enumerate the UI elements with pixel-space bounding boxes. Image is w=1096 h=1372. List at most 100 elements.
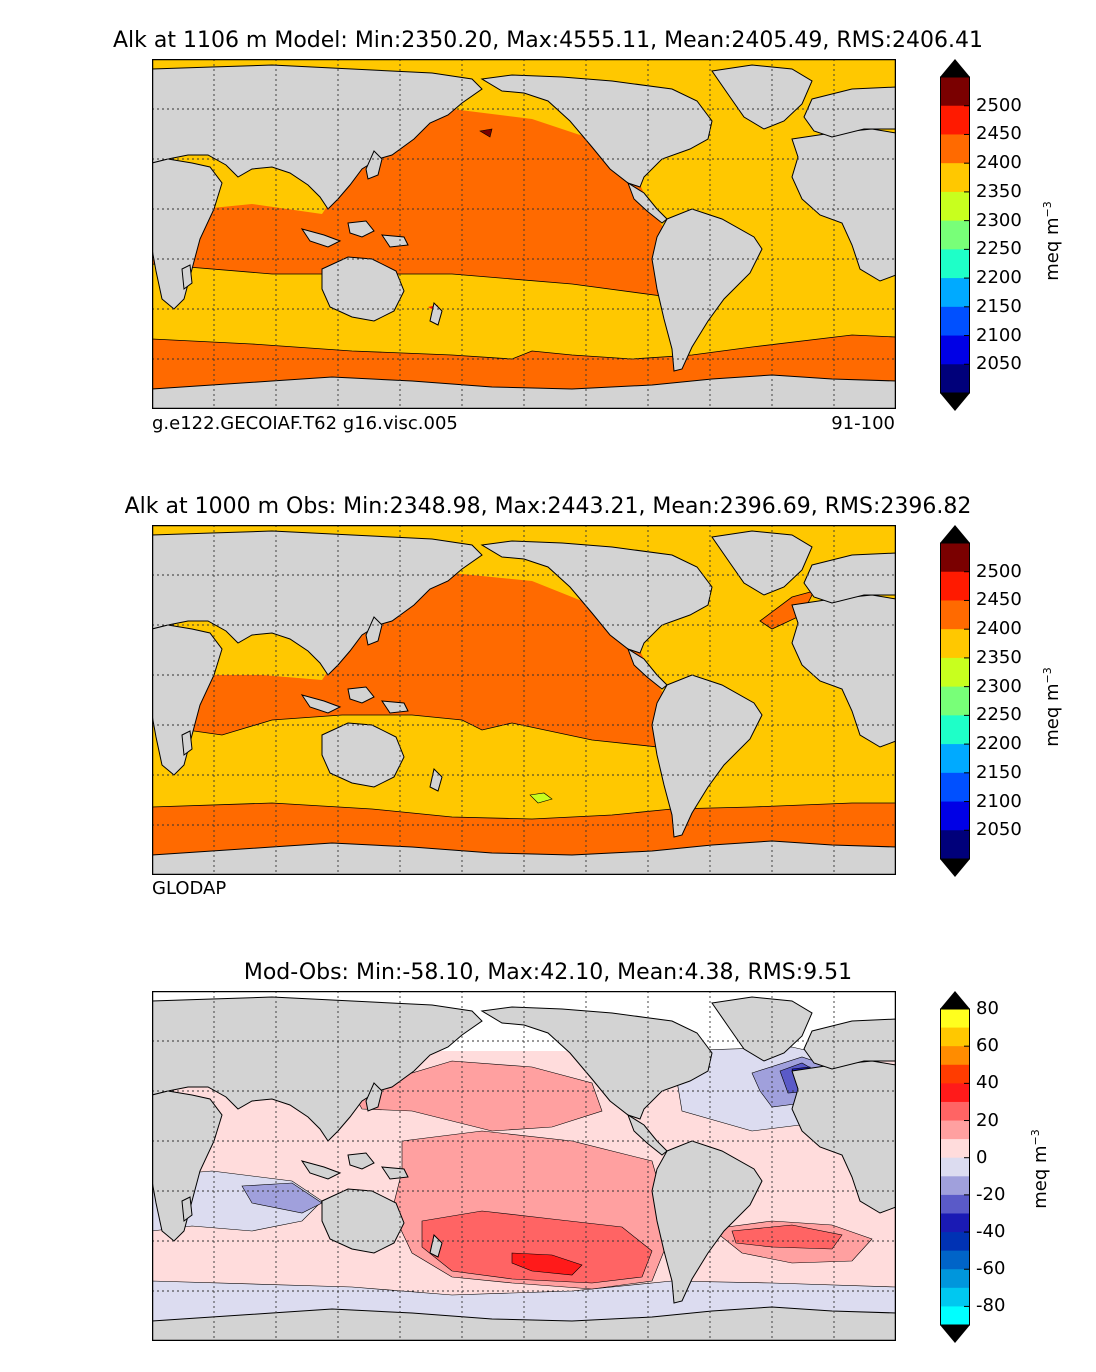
contour-2400: [152, 714, 687, 751]
colorbar-tick-label: 2450: [976, 123, 1022, 145]
colorbar-segment: [940, 1027, 970, 1047]
panel2-colorbar: [940, 525, 970, 877]
colorbar-tick-label: 20: [976, 1109, 999, 1131]
colorbar-tick-label: 2200: [976, 733, 1022, 755]
colorbar-segment: [940, 249, 970, 279]
colorbar-extend-min: [940, 859, 970, 877]
panel2-units: meq m−3: [1041, 667, 1063, 747]
panel2-dataset-label: GLODAP: [152, 878, 227, 899]
colorbar-segment: [940, 105, 970, 135]
colorbar-segment: [940, 163, 970, 193]
panel1-case-label: g.e122.GECOIAF.T62 g16.visc.005: [152, 413, 458, 434]
colorbar-segment: [940, 1083, 970, 1103]
colorbar-tick-label: 2450: [976, 589, 1022, 611]
colorbar-extend-max: [940, 991, 970, 1009]
colorbar-segment: [940, 278, 970, 308]
colorbar-segment: [940, 629, 970, 659]
colorbar-segment: [940, 1101, 970, 1122]
colorbar-segment: [940, 830, 970, 860]
colorbar-segment: [940, 1250, 970, 1270]
field-2400-2450-pacific-indian: [152, 109, 684, 299]
colorbar-segment: [940, 335, 970, 365]
colorbar-segment: [940, 1232, 970, 1252]
contour-2400-south: [152, 802, 896, 820]
units-text: meq m: [1041, 217, 1063, 281]
units-text: meq m: [1029, 1145, 1051, 1209]
panel1-units: meq m−3: [1041, 201, 1063, 281]
panel1-years-label: 91-100: [831, 413, 895, 434]
colorbar-tick-label: 40: [976, 1072, 999, 1094]
panel1-colorbar: [940, 59, 970, 411]
colorbar-tick-label: 0: [976, 1146, 988, 1168]
colorbar-segment: [940, 1139, 970, 1159]
colorbar-extend-max: [940, 525, 970, 543]
field-30-40-spac: [511, 1252, 583, 1276]
colorbar-tick-label: 2250: [976, 704, 1022, 726]
field-minus20-indian: [241, 1182, 323, 1214]
units-exp: −3: [1028, 1129, 1042, 1146]
colorbar-tick-label: 2150: [976, 295, 1022, 317]
colorbar-segment: [940, 744, 970, 774]
field-10-20-npac: [351, 1060, 603, 1132]
map-frame: [152, 59, 896, 409]
colorbar-segment: [940, 571, 970, 601]
colorbar-segment: [940, 801, 970, 831]
colorbar-segment: [940, 1176, 970, 1196]
units-exp: −3: [1040, 201, 1054, 218]
panel1-map: [152, 59, 896, 409]
colorbar-tick-label: -20: [976, 1183, 1006, 1205]
colorbar-frame: [940, 1008, 970, 1326]
colorbar-segment: [940, 220, 970, 250]
colorbar-tick-label: 2300: [976, 675, 1022, 697]
colorbar-extend-min: [940, 393, 970, 411]
panel3-colorbar: [940, 991, 970, 1343]
colorbar-segment: [940, 1287, 970, 1307]
colorbar-tick-label: 2300: [976, 209, 1022, 231]
colorbar-segment: [940, 1269, 970, 1289]
colorbar-tick-label: 2200: [976, 267, 1022, 289]
panel3-map: [152, 991, 896, 1341]
field-2400-2450-pacific-indian: [152, 573, 686, 750]
colorbar-segment: [940, 715, 970, 745]
colorbar-segment: [940, 1120, 970, 1140]
colorbar-segment: [940, 306, 970, 337]
colorbar-segment: [940, 1064, 970, 1084]
colorbar-segment: [940, 772, 970, 803]
colorbar-frame: [940, 76, 970, 394]
field-2500-pacific: [479, 128, 493, 138]
colorbar-tick-label: -80: [976, 1295, 1006, 1317]
colorbar-segment: [940, 1046, 970, 1066]
colorbar-segment: [940, 600, 970, 630]
colorbar-tick-label: 2150: [976, 761, 1022, 783]
field-20-30-satl: [731, 1224, 843, 1250]
colorbar-tick-label: 2250: [976, 238, 1022, 260]
colorbar-tick-label: 60: [976, 1035, 999, 1057]
colorbar-tick-label: 2050: [976, 353, 1022, 375]
colorbar-segment: [940, 1009, 970, 1029]
field-2300-2350-spot: [529, 792, 553, 804]
colorbar-tick-label: 2400: [976, 152, 1022, 174]
map-frame: [152, 991, 896, 1341]
colorbar-tick-label: 2500: [976, 94, 1022, 116]
colorbar-tick-label: 2350: [976, 180, 1022, 202]
colorbar-segment: [940, 1213, 970, 1233]
colorbar-tick-label: 2500: [976, 560, 1022, 582]
contour-2400-south: [152, 334, 896, 360]
colorbar-frame: [940, 542, 970, 860]
colorbar-extend-max: [940, 59, 970, 77]
colorbar-tick-label: 2100: [976, 790, 1022, 812]
colorbar-tick-label: 2400: [976, 618, 1022, 640]
map-frame: [152, 525, 896, 875]
panel3-units: meq m−3: [1029, 1129, 1051, 1209]
colorbar-tick-label: 2350: [976, 646, 1022, 668]
colorbar-tick-label: 80: [976, 998, 999, 1019]
colorbar-extend-min: [940, 1325, 970, 1343]
colorbar-segment: [940, 77, 970, 107]
panel1-title: Alk at 1106 m Model: Min:2350.20, Max:45…: [112, 28, 984, 53]
colorbar-segment: [940, 1157, 970, 1177]
colorbar-segment: [940, 657, 970, 688]
field-20-30-spac: [421, 1210, 653, 1284]
colorbar-tick-label: -40: [976, 1221, 1006, 1243]
colorbar-segment: [940, 686, 970, 716]
colorbar-segment: [940, 543, 970, 573]
